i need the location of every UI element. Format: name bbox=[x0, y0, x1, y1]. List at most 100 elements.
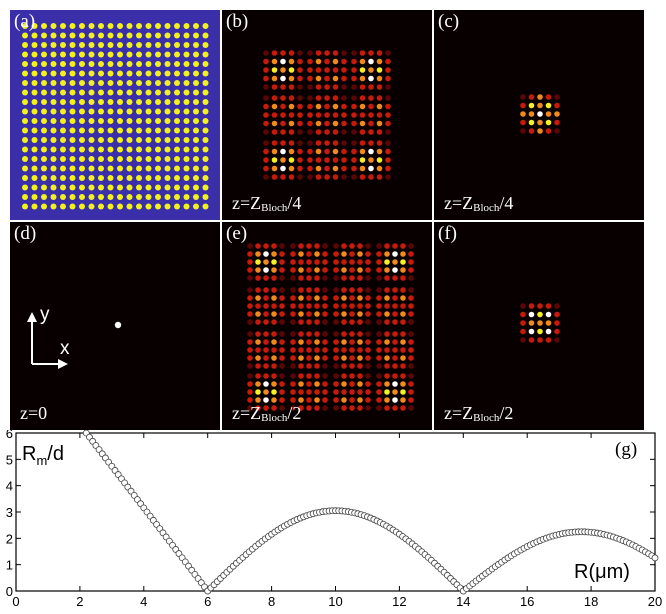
lattice-dot bbox=[79, 165, 85, 172]
lattice-dot bbox=[193, 89, 199, 96]
intensity-spot bbox=[359, 112, 366, 118]
lattice-dot bbox=[136, 194, 142, 200]
intensity-spot bbox=[297, 75, 303, 82]
lattice-dot bbox=[98, 203, 104, 210]
intensity-spot bbox=[376, 243, 382, 249]
lattice-dot bbox=[193, 70, 199, 77]
lattice-dot bbox=[174, 146, 180, 153]
intensity-spot bbox=[408, 347, 414, 353]
intensity-spot bbox=[271, 50, 278, 56]
intensity-spot bbox=[528, 337, 535, 343]
intensity-spot bbox=[315, 129, 322, 135]
x-tick-label: 0 bbox=[12, 594, 19, 609]
intensity-spot bbox=[341, 331, 347, 337]
intensity-spot bbox=[341, 165, 347, 172]
lattice-dot bbox=[98, 80, 104, 86]
intensity-spot bbox=[537, 311, 543, 318]
intensity-spot bbox=[384, 311, 390, 317]
x-tick-label: 14 bbox=[456, 594, 470, 609]
intensity-spot bbox=[554, 337, 560, 343]
lattice-dot bbox=[174, 194, 180, 200]
lattice-dot bbox=[60, 99, 66, 105]
intensity-spot bbox=[357, 243, 363, 249]
lattice-dot bbox=[145, 127, 152, 134]
lattice-dot bbox=[50, 156, 57, 162]
intensity-spot bbox=[349, 363, 355, 369]
x-axis-label: R(μm) bbox=[574, 561, 630, 583]
lattice-dot bbox=[202, 80, 209, 86]
intensity-spot bbox=[324, 140, 330, 146]
lattice-dot bbox=[183, 175, 190, 181]
lattice-dots bbox=[22, 23, 209, 210]
intensity-spot bbox=[400, 319, 406, 325]
lattice-dot bbox=[69, 32, 76, 39]
intensity-spot bbox=[314, 251, 320, 257]
intensity-spot bbox=[306, 295, 312, 301]
intensity-spot bbox=[280, 112, 286, 118]
intensity-spot bbox=[280, 140, 286, 146]
intensity-spot bbox=[376, 347, 382, 353]
intensity-spot bbox=[263, 251, 269, 257]
lattice-dot bbox=[31, 42, 38, 48]
lattice-dot bbox=[31, 184, 38, 191]
intensity-spot bbox=[263, 148, 269, 155]
intensity-spot bbox=[357, 331, 363, 337]
intensity-spot bbox=[376, 129, 383, 135]
lattice-dot bbox=[22, 203, 28, 210]
panel-a-lattice: (a) bbox=[10, 10, 220, 220]
intensity-spot bbox=[376, 381, 382, 387]
intensity-spot bbox=[368, 120, 374, 127]
x-tick-label: 18 bbox=[584, 594, 598, 609]
intensity-spot bbox=[315, 50, 322, 56]
intensity-spot bbox=[365, 389, 371, 395]
intensity-spot bbox=[341, 275, 347, 281]
intensity-spot bbox=[333, 355, 339, 361]
intensity-spot bbox=[279, 295, 285, 301]
intensity-spot bbox=[271, 67, 278, 73]
intensity-spot bbox=[357, 363, 363, 369]
intensity-spot bbox=[359, 50, 366, 56]
intensity-spot bbox=[400, 347, 406, 353]
lattice-dot bbox=[117, 146, 123, 153]
lattice-dot bbox=[164, 137, 171, 143]
intensity-spot bbox=[263, 267, 269, 273]
intensity-spot bbox=[554, 102, 560, 109]
lattice-dot bbox=[126, 184, 133, 191]
lattice-dot bbox=[164, 194, 171, 200]
intensity-spot bbox=[384, 251, 390, 257]
intensity-spot bbox=[271, 112, 278, 118]
lattice-dot bbox=[79, 156, 85, 162]
intensity-spot bbox=[322, 381, 328, 387]
lattice-dot bbox=[202, 99, 209, 105]
intensity-spot bbox=[324, 50, 330, 56]
lattice-dot bbox=[88, 175, 95, 181]
intensity-spot bbox=[306, 373, 312, 379]
intensity-spot bbox=[324, 157, 330, 163]
lattice-dot bbox=[136, 175, 142, 181]
intensity-spot bbox=[545, 111, 552, 117]
intensity-spot bbox=[314, 339, 320, 345]
lattice-dot bbox=[174, 99, 180, 105]
lattice-dot bbox=[22, 99, 28, 105]
intensity-spot bbox=[351, 157, 357, 163]
lattice-dot bbox=[117, 184, 123, 191]
lattice-dot bbox=[79, 80, 85, 86]
lattice-dot bbox=[79, 184, 85, 191]
intensity-spot bbox=[315, 120, 322, 127]
intensity-spot bbox=[357, 303, 363, 309]
lattice-dot bbox=[98, 137, 104, 143]
lattice-dot bbox=[41, 156, 47, 162]
intensity-spot bbox=[288, 165, 295, 172]
intensity-spot bbox=[298, 311, 304, 317]
intensity-spot bbox=[314, 267, 320, 273]
intensity-spot bbox=[341, 95, 347, 101]
lattice-dot bbox=[145, 175, 152, 181]
lattice-dot bbox=[60, 118, 66, 124]
lattice-dot bbox=[22, 32, 28, 39]
intensity-spot bbox=[271, 295, 277, 301]
intensity-spot bbox=[324, 112, 330, 118]
intensity-spot bbox=[365, 355, 371, 361]
lattice-dot bbox=[41, 23, 47, 29]
intensity-spot bbox=[314, 303, 320, 309]
lattice-dot bbox=[155, 165, 161, 172]
